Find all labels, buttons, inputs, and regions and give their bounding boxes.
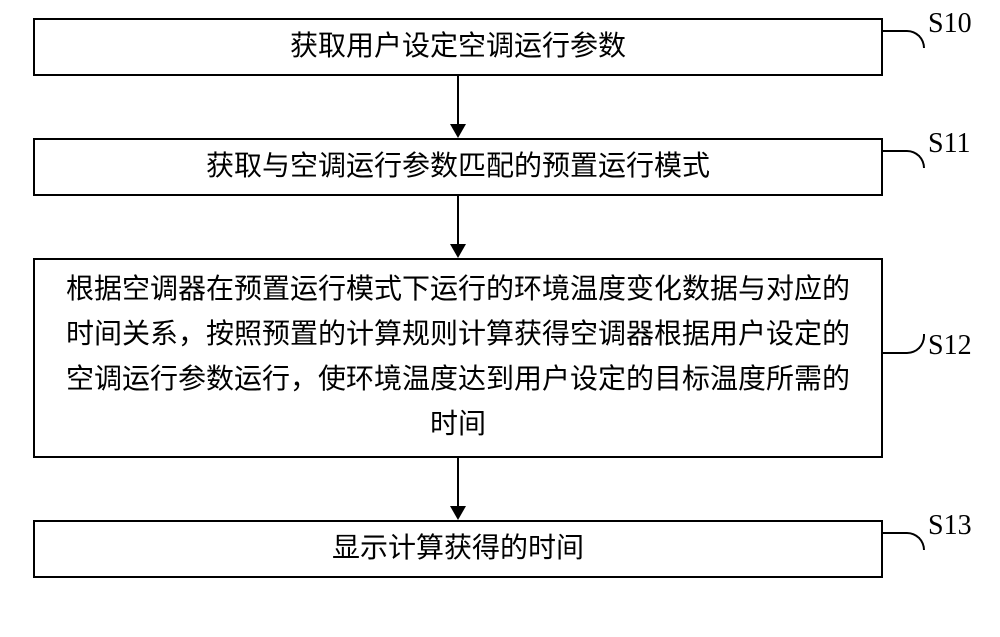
arrow-s11-s12-head (450, 244, 466, 258)
flow-node-s11-text: 获取与空调运行参数匹配的预置运行模式 (206, 145, 710, 190)
arrow-s10-s11-line (457, 76, 459, 124)
flow-node-s12: 根据空调器在预置运行模式下运行的环境温度变化数据与对应的时间关系，按照预置的计算… (33, 258, 883, 458)
flow-node-s13: 显示计算获得的时间 (33, 520, 883, 578)
arrow-s10-s11-head (450, 124, 466, 138)
step-label-s12: S12 (928, 330, 972, 362)
flow-node-s12-text: 根据空调器在预置运行模式下运行的环境温度变化数据与对应的时间关系，按照预置的计算… (55, 268, 861, 447)
step-label-s11: S11 (928, 128, 971, 160)
step-label-s10: S10 (928, 8, 972, 40)
arrow-s12-s13-line (457, 458, 459, 506)
connector-curve-s12 (905, 334, 925, 354)
arrow-s12-s13-head (450, 506, 466, 520)
step-label-s13: S13 (928, 510, 972, 542)
flow-node-s10-text: 获取用户设定空调运行参数 (290, 25, 626, 70)
flowchart-canvas: 获取用户设定空调运行参数 S10 获取与空调运行参数匹配的预置运行模式 S11 … (0, 0, 1000, 637)
connector-hline-s13 (883, 532, 907, 534)
flow-node-s11: 获取与空调运行参数匹配的预置运行模式 (33, 138, 883, 196)
connector-curve-s11 (905, 150, 925, 168)
connector-hline-s12 (883, 352, 907, 354)
flow-node-s13-text: 显示计算获得的时间 (332, 527, 584, 572)
connector-hline-s10 (883, 30, 907, 32)
arrow-s11-s12-line (457, 196, 459, 244)
connector-hline-s11 (883, 150, 907, 152)
connector-curve-s10 (905, 30, 925, 48)
connector-curve-s13 (905, 532, 925, 550)
flow-node-s10: 获取用户设定空调运行参数 (33, 18, 883, 76)
